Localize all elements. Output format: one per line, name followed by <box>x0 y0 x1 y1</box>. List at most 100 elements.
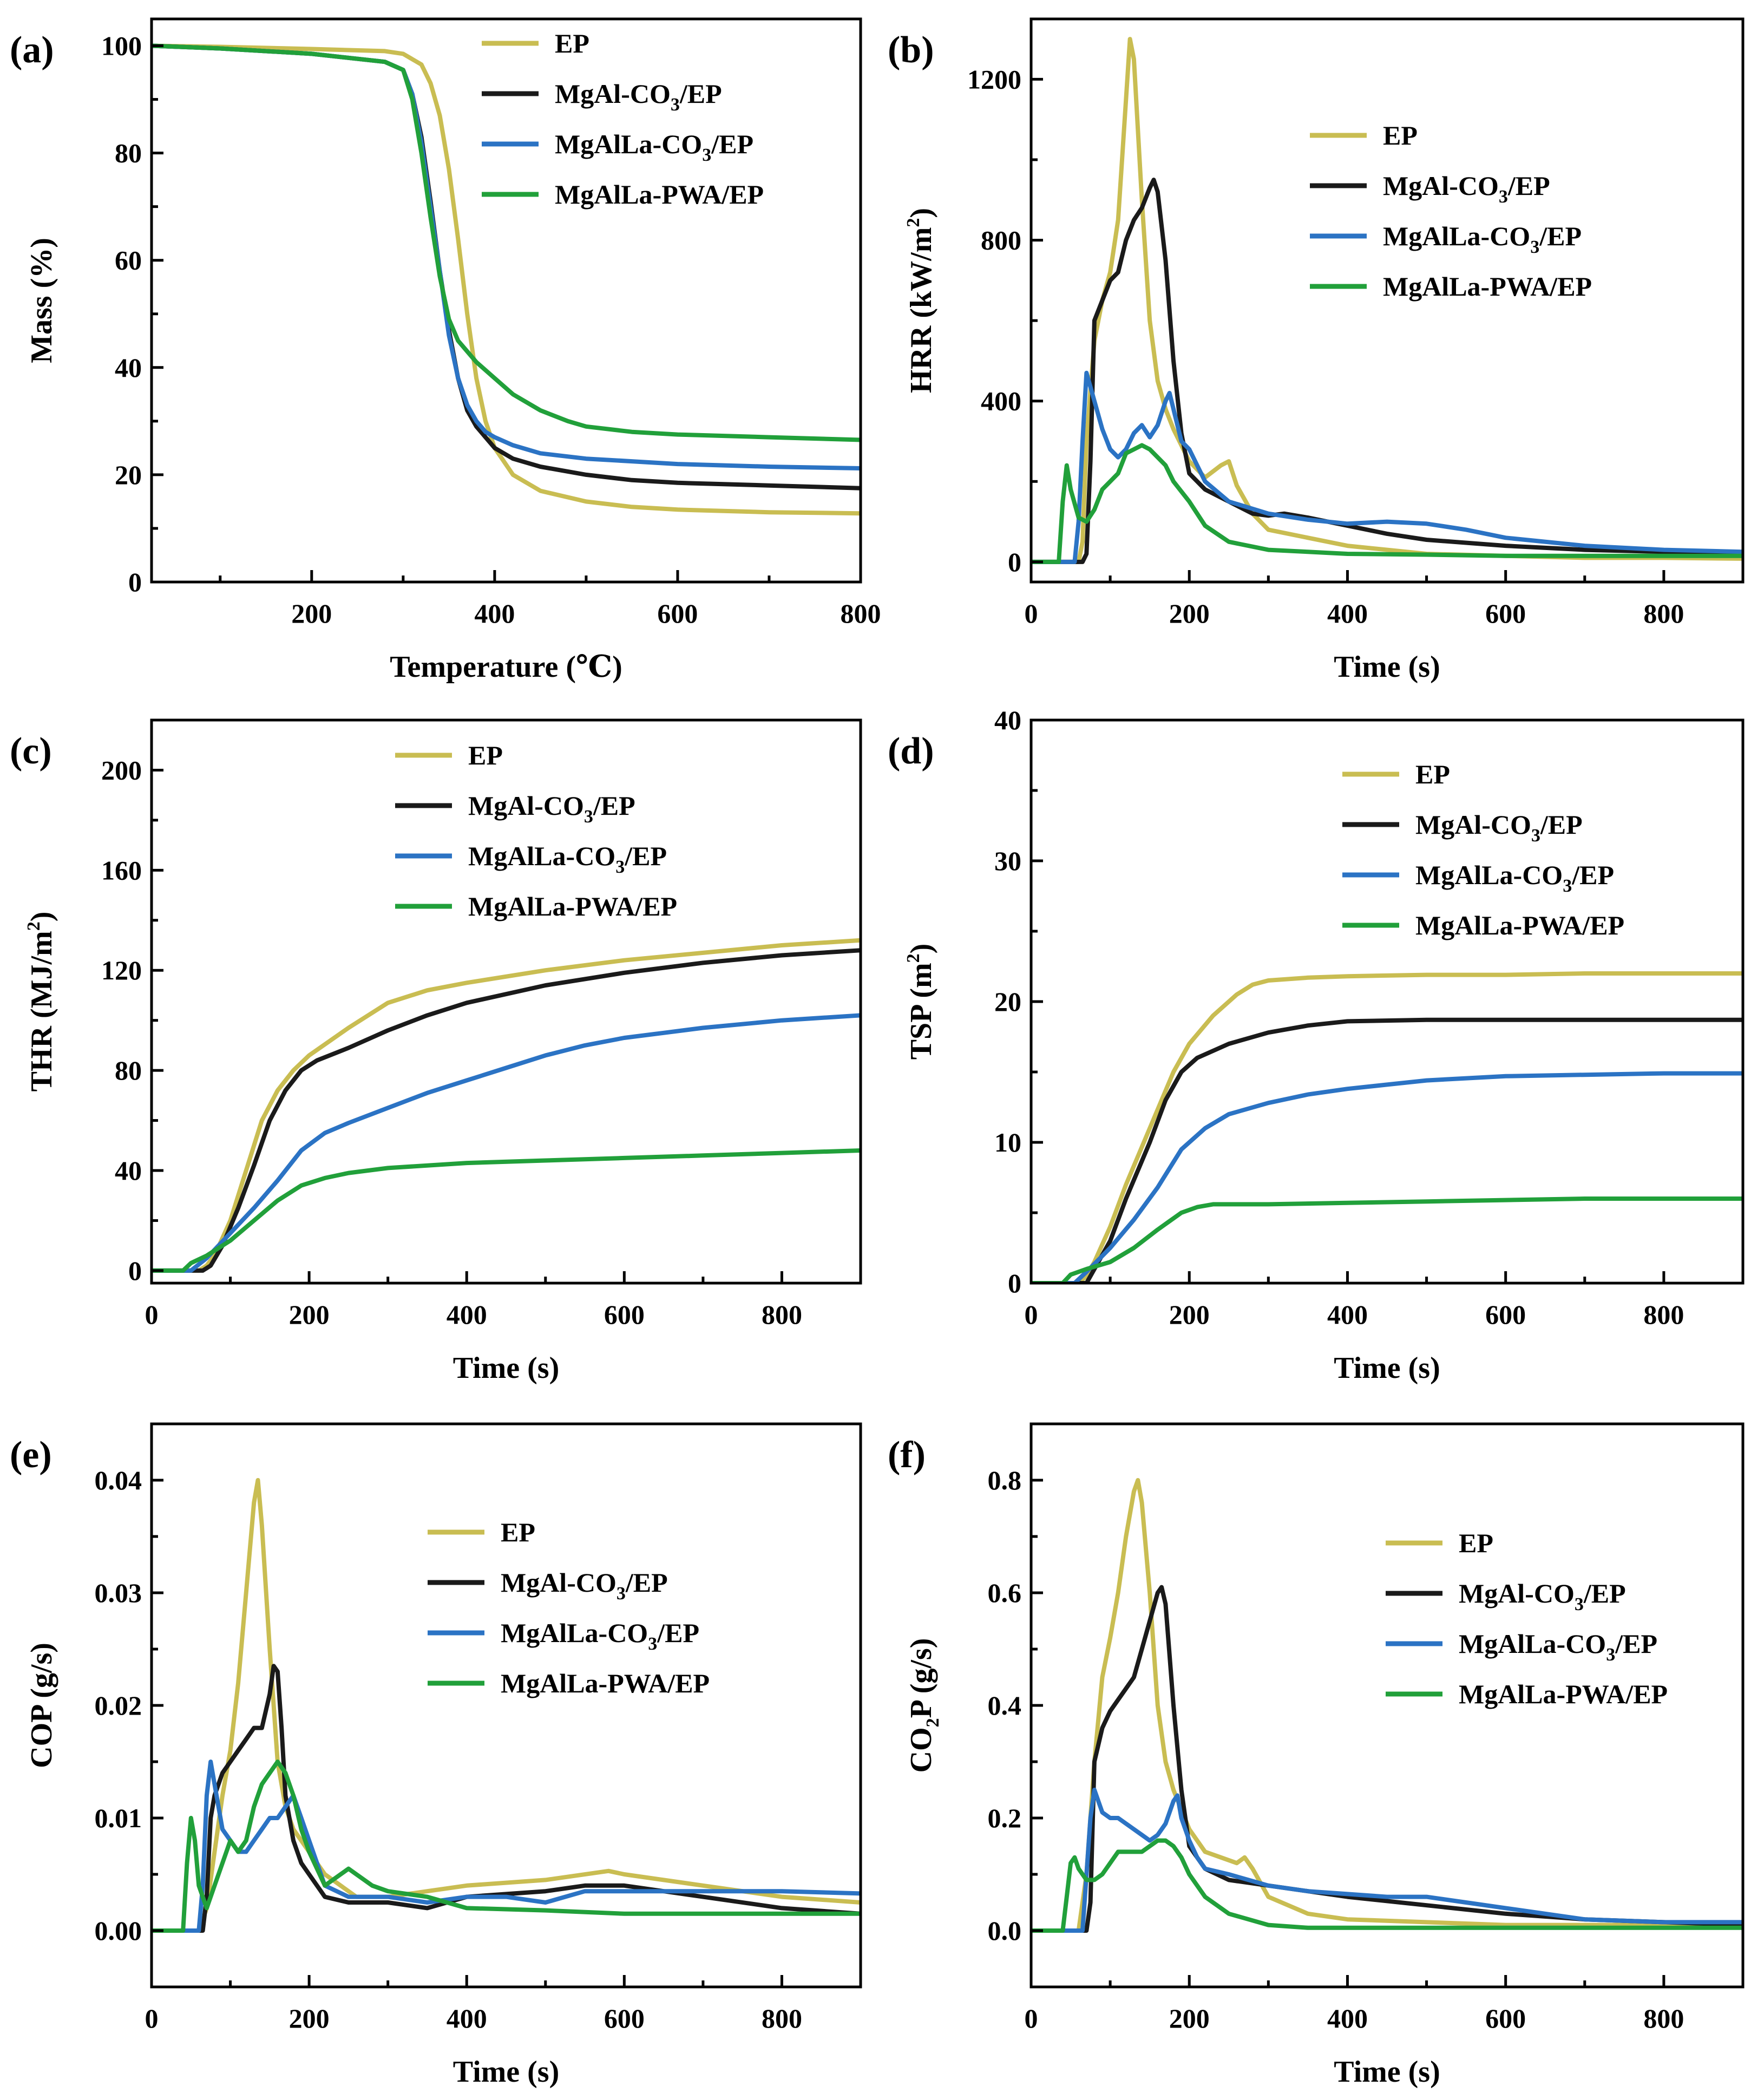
x-axis-label: Time (s) <box>1334 1351 1440 1385</box>
y-tick-label: 20 <box>115 460 142 490</box>
series-line-mgalla-pwa-ep <box>1031 443 1743 564</box>
legend-label: MgAlLa-PWA/EP <box>1415 910 1624 940</box>
series-line-mgal-co3-ep <box>1031 178 1743 564</box>
y-tick-label: 0.4 <box>988 1690 1022 1721</box>
series-line-mgalla-co3-ep <box>152 43 861 470</box>
legend-label: MgAlLa-CO3/EP <box>501 1618 699 1654</box>
panel-1: 0 200 400 600 800 0 400 800 1200 Time (s) HRR (kW/… <box>888 17 1745 684</box>
series-line-ep <box>152 938 861 1273</box>
legend-label: EP <box>501 1517 535 1547</box>
series-line-mgal-co3-ep <box>152 948 861 1273</box>
y-axis-label: TSP (m2) <box>903 944 938 1060</box>
panel-3: 0 200 400 600 800 0 10 20 30 40 Time (s) TSP (m2) (d… <box>888 705 1745 1385</box>
legend-label: EP <box>1459 1528 1493 1558</box>
x-tick-label: 0 <box>1025 2003 1038 2033</box>
series-line-ep <box>152 43 861 516</box>
legend-label: MgAlLa-PWA/EP <box>468 891 677 921</box>
series-line-mgal-co3-ep <box>152 43 861 491</box>
x-tick-label: 400 <box>447 1299 487 1330</box>
y-tick-label: 30 <box>994 846 1021 876</box>
panel-label: (d) <box>888 730 934 772</box>
y-tick-label: 20 <box>994 986 1021 1017</box>
y-tick-label: 200 <box>101 755 142 785</box>
legend-label: MgAlLa-PWA/EP <box>501 1668 710 1698</box>
y-tick-label: 10 <box>994 1127 1021 1158</box>
x-tick-label: 200 <box>1169 2003 1210 2033</box>
series-line-mgalla-pwa-ep <box>1031 1838 1743 1933</box>
y-tick-label: 120 <box>101 955 142 985</box>
panel-2: 0 200 400 600 800 0 40 80 120 160 200 Time (s) THR (… <box>10 718 862 1385</box>
y-tick-label: 60 <box>115 245 142 276</box>
x-tick-label: 600 <box>604 2003 645 2033</box>
y-tick-label: 0 <box>128 1256 142 1286</box>
y-tick-label: 0.03 <box>95 1578 142 1608</box>
x-tick-label: 600 <box>1485 2003 1526 2033</box>
legend-label: MgAlLa-CO3/EP <box>468 841 667 877</box>
x-tick-label: 0 <box>1025 598 1038 629</box>
y-tick-label: 800 <box>981 225 1021 256</box>
series-line-ep <box>1031 971 1743 1283</box>
plot-frame <box>150 17 862 584</box>
legend: EP MgAl-CO3/EP MgAlLa-CO3/EP MgAlLa-PWA/EP <box>428 1517 710 1698</box>
y-tick-label: 0.04 <box>95 1465 142 1495</box>
y-axis-label: CO2P (g/s) <box>904 1638 943 1773</box>
legend-label: MgAl-CO3/EP <box>468 790 635 827</box>
series-line-mgalla-pwa-ep <box>152 1760 861 1933</box>
x-axis-label: Time (s) <box>453 1351 560 1385</box>
legend-label: EP <box>1415 759 1450 789</box>
series-group <box>152 43 861 516</box>
panel-4: 0 200 400 600 800 0.00 0.01 0.02 0.03 0.04 Time (s… <box>10 1422 862 2089</box>
y-tick-label: 400 <box>981 386 1021 416</box>
x-tick-label: 800 <box>762 2003 802 2033</box>
x-tick-label: 600 <box>657 598 698 629</box>
series-line-mgalla-co3-ep <box>1031 1071 1743 1283</box>
legend: EP MgAl-CO3/EP MgAlLa-CO3/EP MgAlLa-PWA/EP <box>1386 1528 1668 1709</box>
legend-label: MgAlLa-PWA/EP <box>1383 271 1592 302</box>
y-tick-label: 40 <box>994 705 1021 735</box>
y-tick-label: 0.01 <box>95 1803 142 1833</box>
panel-label: (b) <box>888 29 934 71</box>
series-line-mgalla-co3-ep <box>1031 1788 1743 1933</box>
x-tick-label: 800 <box>841 598 881 629</box>
x-tick-label: 400 <box>1327 1299 1368 1330</box>
panel-label: (c) <box>10 730 52 772</box>
legend-label: EP <box>555 28 589 58</box>
y-axis-label: COP (g/s) <box>25 1643 58 1768</box>
series-line-mgal-co3-ep <box>1031 1017 1743 1283</box>
x-axis-label: Time (s) <box>453 2055 560 2089</box>
panel-label: (a) <box>10 29 54 71</box>
y-tick-label: 80 <box>115 138 142 168</box>
legend-label: MgAlLa-CO3/EP <box>1459 1629 1657 1665</box>
x-tick-label: 200 <box>1169 1299 1210 1330</box>
y-tick-label: 0.0 <box>988 1915 1022 1946</box>
series-line-mgalla-pwa-ep <box>152 43 861 442</box>
plot-frame <box>1029 17 1745 584</box>
legend-label: MgAlLa-CO3/EP <box>1383 221 1582 257</box>
y-tick-label: 0 <box>1008 547 1021 577</box>
x-tick-label: 600 <box>604 1299 645 1330</box>
x-tick-label: 200 <box>1169 598 1210 629</box>
series-line-mgal-co3-ep <box>1031 1585 1743 1933</box>
legend-label: MgAl-CO3/EP <box>1415 809 1583 846</box>
series-line-mgalla-pwa-ep <box>1031 1196 1743 1283</box>
series-line-mgal-co3-ep <box>152 1664 861 1933</box>
legend: EP MgAl-CO3/EP MgAlLa-CO3/EP MgAlLa-PWA/EP <box>482 28 764 210</box>
legend-label: MgAl-CO3/EP <box>555 79 722 115</box>
y-tick-label: 0.2 <box>988 1803 1022 1833</box>
x-axis-label: Time (s) <box>1334 2055 1440 2089</box>
y-tick-label: 40 <box>115 1155 142 1186</box>
x-tick-label: 800 <box>1643 1299 1684 1330</box>
y-tick-label: 0.02 <box>95 1690 142 1721</box>
x-axis-label: Temperature (℃) <box>390 650 622 684</box>
y-tick-label: 160 <box>101 855 142 885</box>
x-tick-label: 400 <box>1327 598 1368 629</box>
series-line-mgalla-co3-ep <box>152 1013 861 1273</box>
series-group <box>1031 971 1743 1283</box>
x-tick-label: 0 <box>145 2003 159 2033</box>
series-group <box>152 938 861 1273</box>
legend-label: MgAlLa-CO3/EP <box>1415 860 1614 896</box>
panel-label: (e) <box>10 1434 52 1476</box>
panel-label: (f) <box>888 1434 926 1476</box>
legend-label: MgAlLa-PWA/EP <box>555 179 764 210</box>
legend: EP MgAl-CO3/EP MgAlLa-CO3/EP MgAlLa-PWA/EP <box>1310 120 1592 302</box>
